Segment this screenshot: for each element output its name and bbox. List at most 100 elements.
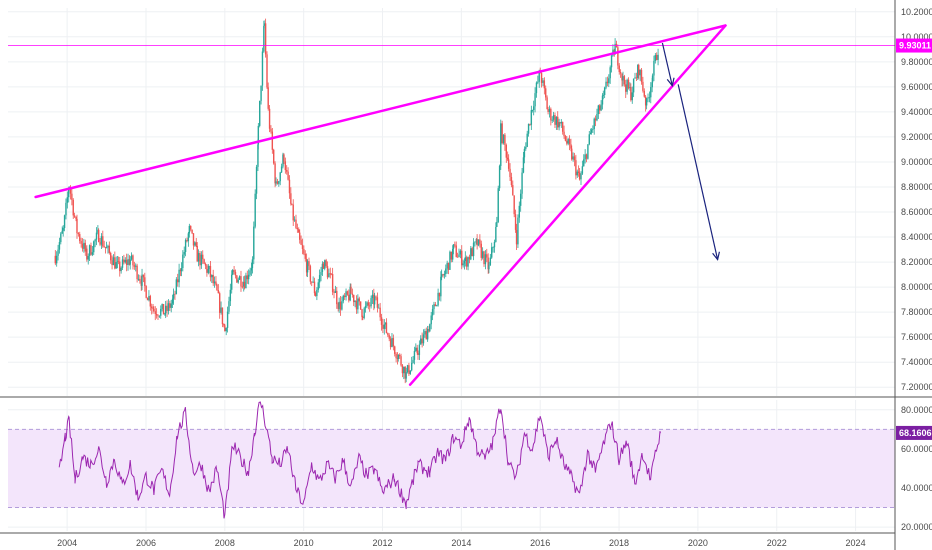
candle-body <box>154 311 156 314</box>
candle-body <box>274 163 276 184</box>
candle-body <box>430 315 432 325</box>
candle-body <box>601 95 604 105</box>
candle-body <box>643 90 645 97</box>
candle-body <box>467 257 469 267</box>
candle-body <box>618 65 620 73</box>
candle-body <box>354 300 356 303</box>
price-grid <box>8 8 895 396</box>
candle-body <box>119 261 121 272</box>
candle-body <box>172 293 175 299</box>
candle-body <box>287 171 289 180</box>
candle-body <box>642 81 644 91</box>
candle-body <box>348 294 350 301</box>
candle-body <box>280 166 283 173</box>
candle-body <box>545 88 547 98</box>
candle-body <box>164 305 167 314</box>
candle-body <box>263 25 265 52</box>
candle-body <box>491 247 493 258</box>
candle-body <box>273 149 275 164</box>
candle-body <box>305 258 308 273</box>
candle-body <box>133 265 136 267</box>
candle-body <box>245 275 247 289</box>
candle-body <box>567 139 569 144</box>
rsi-line-group <box>58 401 661 519</box>
candle-body <box>479 239 481 244</box>
price-axis-tick-label: 9.00000 <box>901 157 932 167</box>
candle-body <box>621 73 623 81</box>
candle-body <box>529 123 531 125</box>
candle-body <box>204 263 207 266</box>
candle-body <box>209 265 212 278</box>
candle-body <box>405 371 407 379</box>
candle-body <box>71 193 73 200</box>
candle-body <box>408 365 410 374</box>
price-axis-tick-label: 8.00000 <box>901 282 932 292</box>
candle-body <box>191 229 193 234</box>
candle-body <box>575 160 577 176</box>
candle-body <box>66 197 69 203</box>
candle-body <box>333 292 335 293</box>
candle-body <box>451 249 454 260</box>
candle-body <box>157 315 159 317</box>
candle-body <box>558 122 560 128</box>
candle-body <box>474 241 476 243</box>
candle-body <box>632 78 635 93</box>
candle-body <box>380 317 383 325</box>
candle-body <box>257 125 260 145</box>
time-axis-tick-label: 2016 <box>530 538 550 548</box>
rsi-axis-tick-label: 20.0000 <box>901 522 932 532</box>
candle-body <box>268 108 271 129</box>
time-axis-tick-label: 2024 <box>846 538 866 548</box>
candle-body <box>470 248 472 260</box>
candle-body <box>644 96 647 106</box>
candle-body <box>566 140 568 144</box>
candle-body <box>192 233 195 246</box>
candle-body <box>73 215 76 217</box>
time-axis-tick-label: 2020 <box>688 538 708 548</box>
candle-body <box>127 259 129 266</box>
candle-body <box>286 170 288 172</box>
candle-body <box>404 366 406 379</box>
candle-body <box>226 311 229 328</box>
candle-body <box>617 47 619 66</box>
candle-body <box>324 260 326 269</box>
candle-body <box>476 238 478 246</box>
candle-body <box>180 268 183 272</box>
candle-body <box>637 65 639 78</box>
candle-body <box>577 171 580 173</box>
candle-body <box>639 69 641 76</box>
candle-body <box>97 229 100 242</box>
candle-body <box>379 307 381 318</box>
candle-body <box>502 134 505 144</box>
candle-body <box>475 238 478 242</box>
candle-body <box>392 338 395 347</box>
candle-body <box>486 254 488 258</box>
candle-body <box>246 275 248 280</box>
candle-body <box>124 259 126 263</box>
candle-body <box>568 139 571 145</box>
candle-body <box>505 144 507 158</box>
candle-body <box>223 324 225 326</box>
candle-body <box>534 93 536 107</box>
time-axis-tick-label: 2018 <box>609 538 629 548</box>
candle-body <box>647 97 649 99</box>
candle-body <box>221 307 224 325</box>
candle-body <box>345 291 347 298</box>
candle-body <box>240 276 242 287</box>
candle-body <box>220 307 222 313</box>
candle-body <box>237 279 239 283</box>
candle-body <box>182 254 184 269</box>
candle-body <box>86 248 88 260</box>
candle-body <box>111 260 113 266</box>
candle-body <box>518 205 521 218</box>
candle-body <box>146 297 149 301</box>
candle-body <box>112 257 115 266</box>
candle-body <box>275 181 277 184</box>
candle-body <box>77 233 80 235</box>
rsi-axis-tick-label: 80.0000 <box>901 405 932 415</box>
candle-body <box>301 244 304 249</box>
candle-body <box>561 121 564 132</box>
candle-body <box>605 81 607 88</box>
candle-body <box>213 281 216 284</box>
